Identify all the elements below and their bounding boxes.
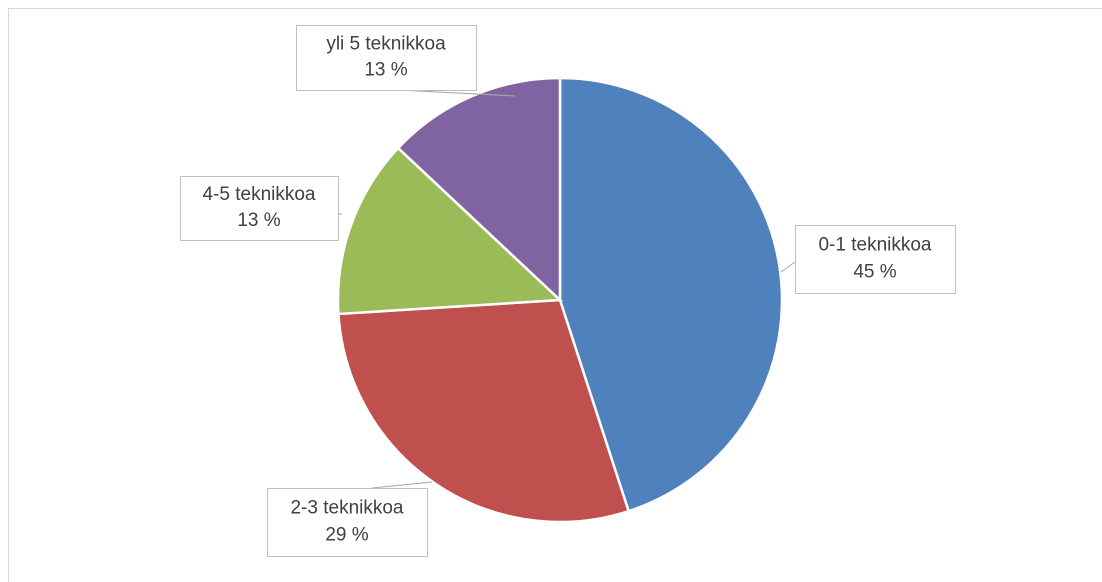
pie-slice	[558, 76, 784, 513]
leader-line	[371, 481, 433, 489]
label-box	[296, 25, 477, 91]
label-box	[180, 176, 339, 241]
pie-slice	[337, 298, 631, 524]
pie-slice	[396, 76, 562, 303]
category-label: 4-5 teknikkoa	[202, 184, 315, 205]
value-label: 29 %	[325, 525, 368, 546]
category-label: 2-3 teknikkoa	[290, 497, 403, 518]
pie-slice	[336, 146, 563, 316]
value-label: 13 %	[237, 210, 280, 231]
value-label: 13 %	[364, 60, 407, 81]
value-label: 45 %	[853, 262, 896, 283]
category-label: 0-1 teknikkoa	[818, 234, 931, 255]
label-box	[267, 488, 428, 557]
category-label: yli 5 teknikkoa	[326, 34, 446, 55]
leader-line	[780, 261, 796, 273]
label-box	[795, 225, 956, 294]
